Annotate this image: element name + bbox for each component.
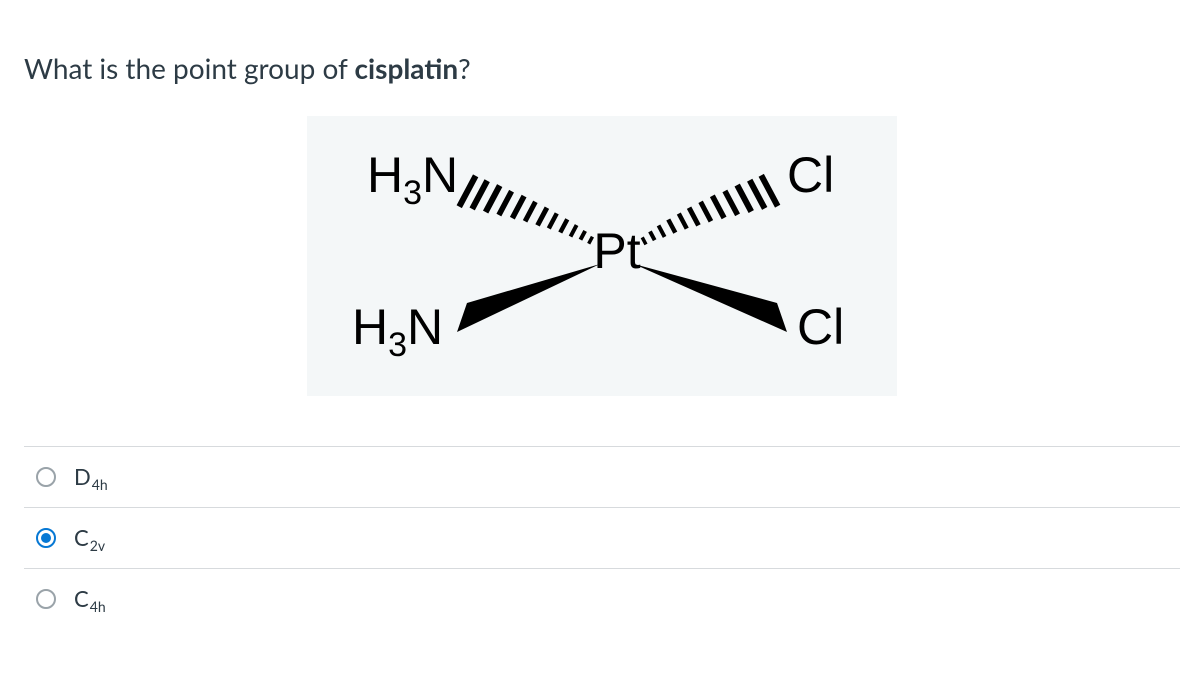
bond-hash-nh3-upper [457, 175, 593, 244]
question-suffix: ? [458, 51, 471, 85]
atom-pt: Pt [593, 223, 640, 279]
bond-wedge-nh3-lower [457, 264, 600, 332]
answer-list: D4h C2v C4h [24, 446, 1180, 629]
radio-icon[interactable] [36, 589, 56, 609]
radio-icon[interactable] [36, 467, 56, 487]
atom-nh3-lower: H3N [352, 299, 443, 364]
atom-cl-lower: Cl [797, 299, 844, 355]
bond-wedge-cl-lower [634, 264, 787, 332]
answer-label: C4h [74, 588, 106, 610]
answer-option[interactable]: D4h [24, 447, 1180, 508]
answer-option[interactable]: C2v [24, 508, 1180, 569]
atom-nh3-upper: H3N [367, 147, 458, 212]
question-bold: cisplatin [355, 51, 459, 85]
question-prefix: What is the point group of [24, 51, 355, 85]
radio-icon[interactable] [36, 528, 56, 548]
answer-option[interactable]: C4h [24, 569, 1180, 629]
atom-cl-upper: Cl [787, 147, 834, 203]
question-text: What is the point group of cisplatin? [24, 50, 1180, 88]
bond-hash-cl-upper [641, 174, 779, 244]
molecule-figure: Pt H3N H3N Cl Cl [307, 116, 897, 396]
answer-label: D4h [74, 466, 108, 488]
answer-label: C2v [74, 527, 105, 549]
